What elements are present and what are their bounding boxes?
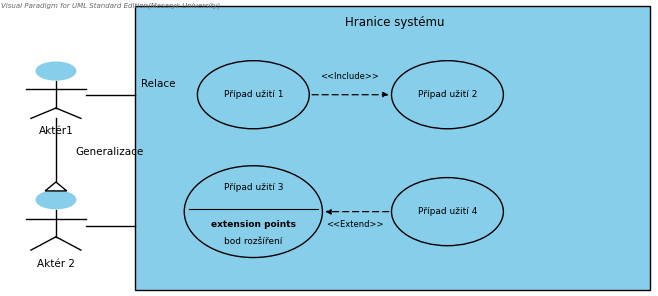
Circle shape <box>36 62 76 80</box>
Text: Generalizace: Generalizace <box>76 147 144 157</box>
Text: Případ užití 2: Případ užití 2 <box>418 90 477 99</box>
Text: Aktér1: Aktér1 <box>39 126 73 136</box>
Text: Visual Paradigm for UML Standard Edition(Masaryk University): Visual Paradigm for UML Standard Edition… <box>1 2 220 9</box>
Text: Aktér 2: Aktér 2 <box>37 259 75 269</box>
Text: Případ užití 4: Případ užití 4 <box>418 207 477 216</box>
Text: Případ užití 1: Případ užití 1 <box>224 90 283 99</box>
Polygon shape <box>45 182 67 191</box>
Text: Případ užití 3: Případ užití 3 <box>224 183 283 192</box>
FancyBboxPatch shape <box>135 6 650 290</box>
Ellipse shape <box>197 61 309 129</box>
Text: <<Include>>: <<Include>> <box>320 73 380 81</box>
Text: extension points: extension points <box>211 221 296 229</box>
Text: <<Extend>>: <<Extend>> <box>326 221 384 229</box>
Ellipse shape <box>184 166 322 258</box>
Circle shape <box>36 191 76 209</box>
Text: Relace: Relace <box>141 79 176 89</box>
Ellipse shape <box>392 178 503 246</box>
Ellipse shape <box>392 61 503 129</box>
Text: Hranice systému: Hranice systému <box>345 16 445 29</box>
Text: bod rozšíření: bod rozšíření <box>224 237 282 246</box>
